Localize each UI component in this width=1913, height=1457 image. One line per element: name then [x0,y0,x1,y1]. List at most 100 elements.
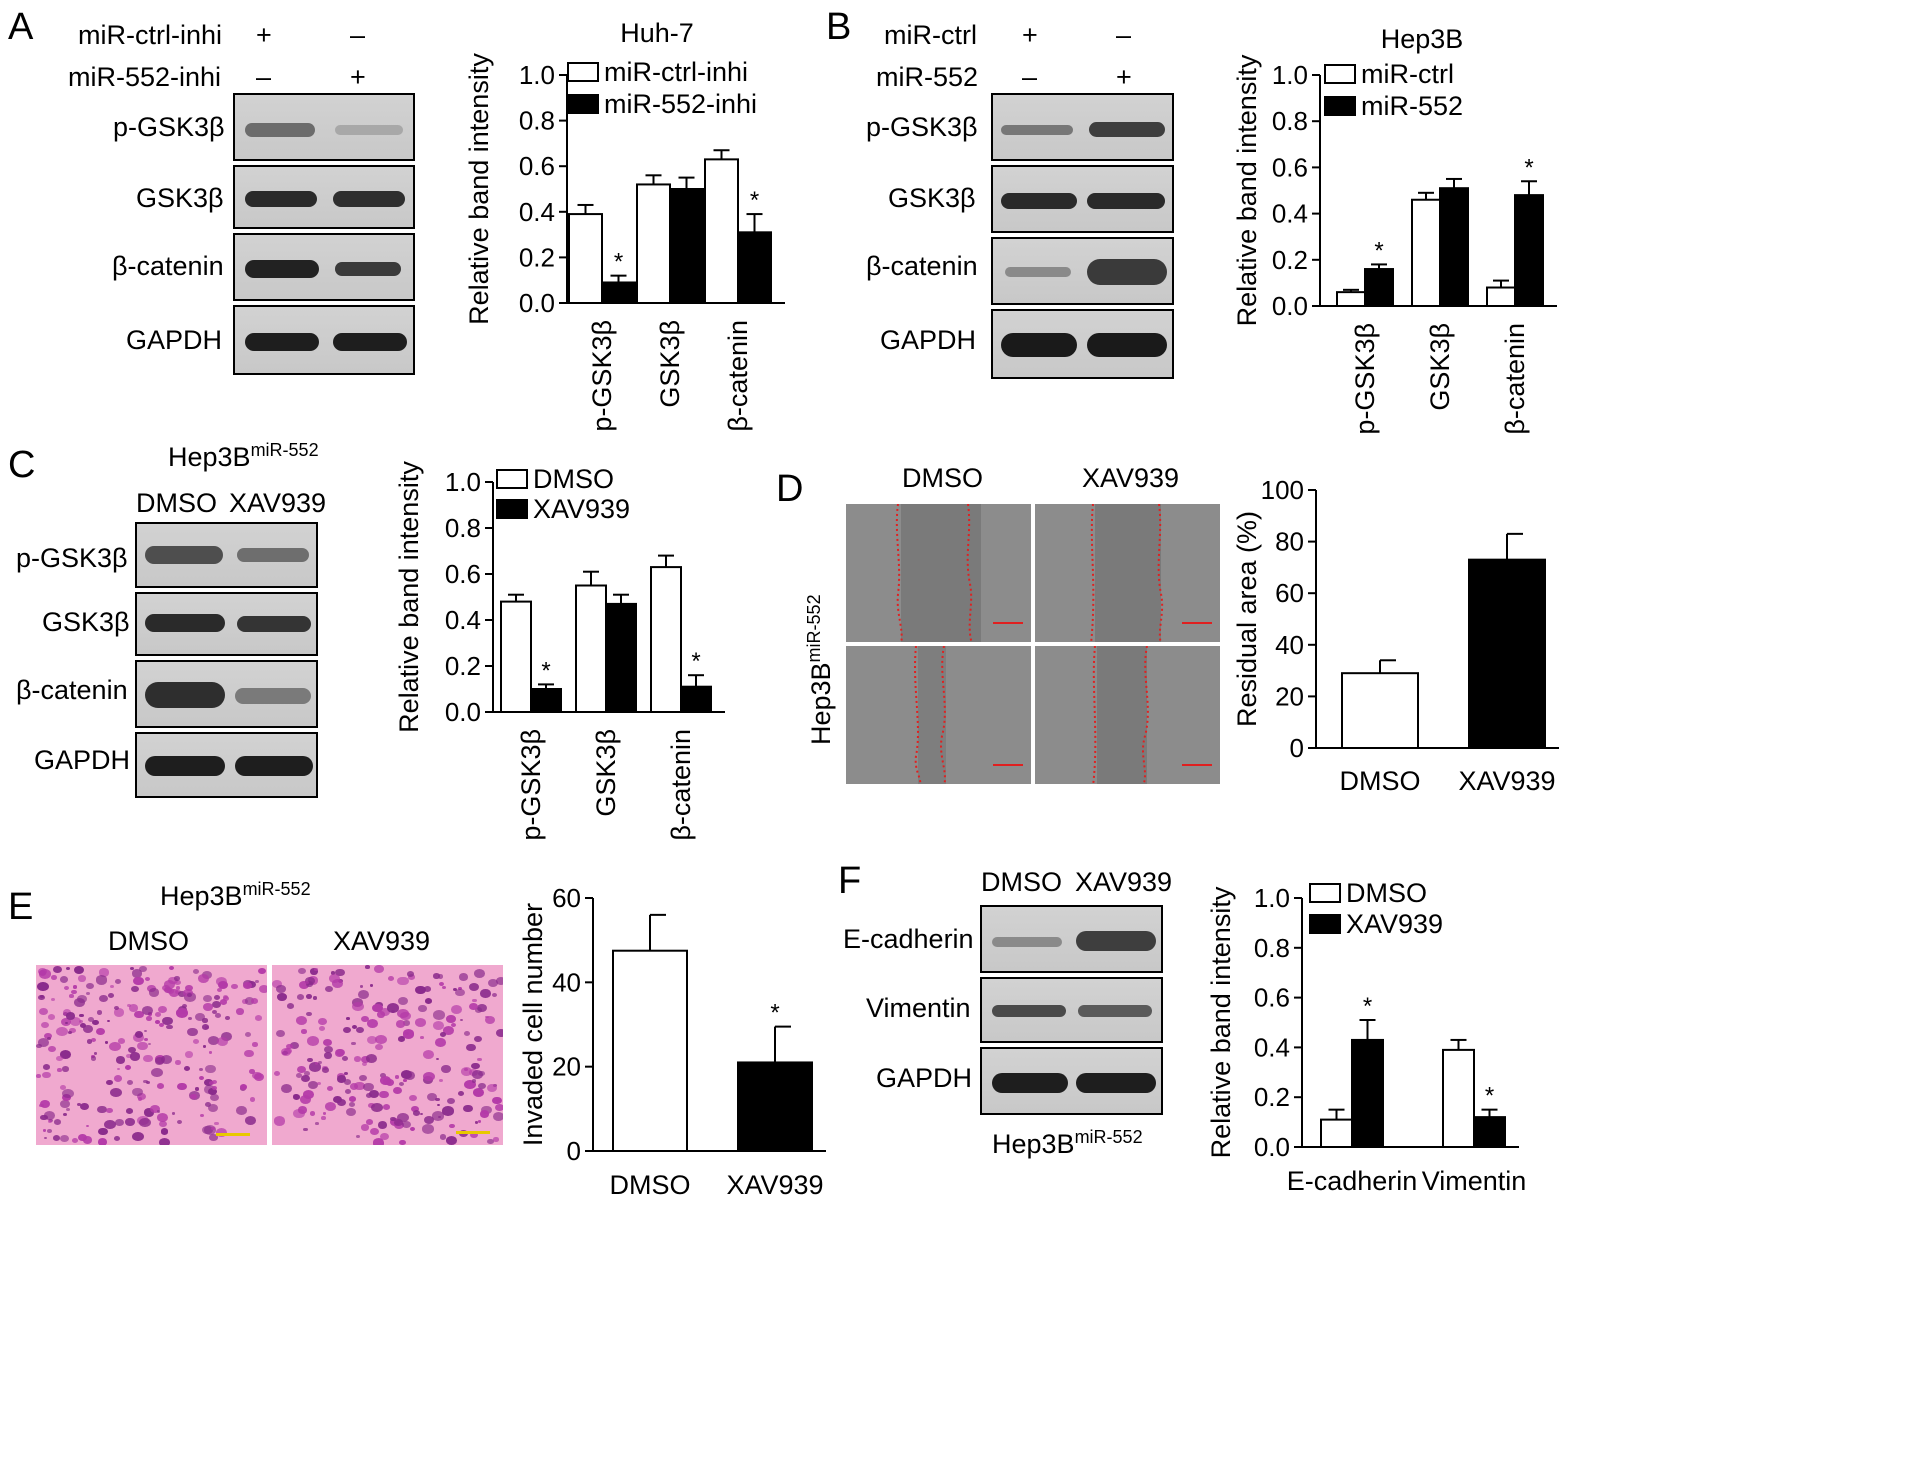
scale-bar [993,622,1023,624]
stained-cell [187,992,193,997]
bar [1411,198,1441,308]
stained-cell [488,979,499,987]
stained-cell [463,1067,468,1072]
stained-cell [195,1013,206,1022]
stained-cell [392,1086,402,1095]
stained-cell [156,1112,168,1122]
stained-cell [354,1081,365,1090]
y-tick-label: 40 [1275,630,1304,660]
protein-band [1076,1073,1156,1093]
stained-cell [160,1128,169,1135]
stained-cell [308,1062,321,1072]
stained-cell [259,985,267,994]
stained-cell [414,1017,427,1027]
stained-cell [53,1118,62,1125]
y-axis-title: Relative band intensity [394,461,424,733]
stained-cell [439,1134,447,1140]
legend-swatch [1309,883,1341,903]
y-tick-label: 0.2 [445,651,481,681]
stained-cell [60,1134,70,1142]
stained-cell [249,1097,256,1102]
stained-cell [402,1029,415,1039]
stained-cell [331,979,343,989]
stained-cell [56,1055,63,1062]
stained-cell [209,1093,220,1102]
stained-cell [400,1035,405,1039]
stained-cell [472,998,477,1003]
stained-cell [125,1118,135,1126]
chart-title: Hep3B [1381,24,1464,54]
stained-cell [351,1001,364,1012]
stained-cell [204,1085,215,1094]
x-tick-label: β-catenin [1500,323,1530,435]
panel-b-row1-sign-1: + [1022,20,1038,50]
stained-cell [477,1120,482,1124]
stained-cell [160,1055,172,1065]
y-tick-label: 0.4 [445,605,481,635]
stained-cell [254,1014,263,1022]
stained-cell [175,985,181,990]
stained-cell [414,985,426,995]
stained-cell [129,1052,141,1061]
y-tick-label: 1.0 [445,467,481,497]
bar [1473,1116,1506,1148]
stained-cell [244,1115,257,1125]
stained-cell [361,1124,370,1131]
stained-cell [221,1031,233,1041]
stained-cell [198,1075,204,1080]
stained-cell [424,997,433,1004]
stained-cell [365,1053,378,1063]
stained-cell [69,1028,76,1034]
stained-cell [104,1040,109,1044]
stained-cell [371,1102,383,1112]
stained-cell [215,1127,228,1138]
stained-cell [473,1035,483,1043]
panel-d-letter: D [776,468,804,510]
stained-cell [175,1060,181,1065]
stained-cell [151,1067,163,1078]
panel-b-row1-sign-2: – [1116,20,1132,50]
stained-cell [401,1120,412,1129]
protein-band [1001,333,1077,357]
stained-cell [400,1069,413,1080]
legend-swatch [496,499,528,519]
stained-cell [296,1072,303,1078]
stained-cell [37,968,47,976]
scratch-image-xav939-0h [1034,503,1221,643]
stained-cell [57,1068,62,1072]
western-blot-strip [991,309,1174,379]
stained-cell [252,1071,262,1080]
stained-cell [114,978,121,984]
panel-e-letter: E [8,886,34,928]
stained-cell [207,1035,220,1045]
protein-band [237,616,311,632]
stained-cell [492,1112,503,1121]
stained-cell [36,1074,41,1078]
stained-cell [73,997,86,1007]
western-blot-strip [135,660,318,728]
panel-a-letter: A [8,6,34,48]
stained-cell [276,985,286,993]
stained-cell [190,1094,197,1100]
stained-cell [399,1139,406,1145]
stained-cell [202,1044,207,1048]
significance-star: * [1524,154,1533,181]
stained-cell [459,1018,463,1022]
stained-cell [132,1087,143,1096]
bar [1514,194,1544,307]
stained-cell [441,1064,451,1073]
protein-band [992,1073,1068,1093]
protein-band [333,333,407,351]
stained-cell [389,1116,396,1122]
stained-cell [131,969,143,978]
stained-cell [166,1024,173,1030]
stained-cell [375,1044,383,1051]
stained-cell [372,1138,385,1145]
stained-cell [335,968,345,977]
stained-cell [203,995,213,1003]
stained-cell [362,1062,368,1067]
panel-f-blot-label: GAPDH [876,1063,973,1093]
stained-cell [437,1115,442,1119]
western-blot-strip [135,732,318,798]
panel-f-cell-line: Hep3BmiR-552 [992,1127,1143,1159]
